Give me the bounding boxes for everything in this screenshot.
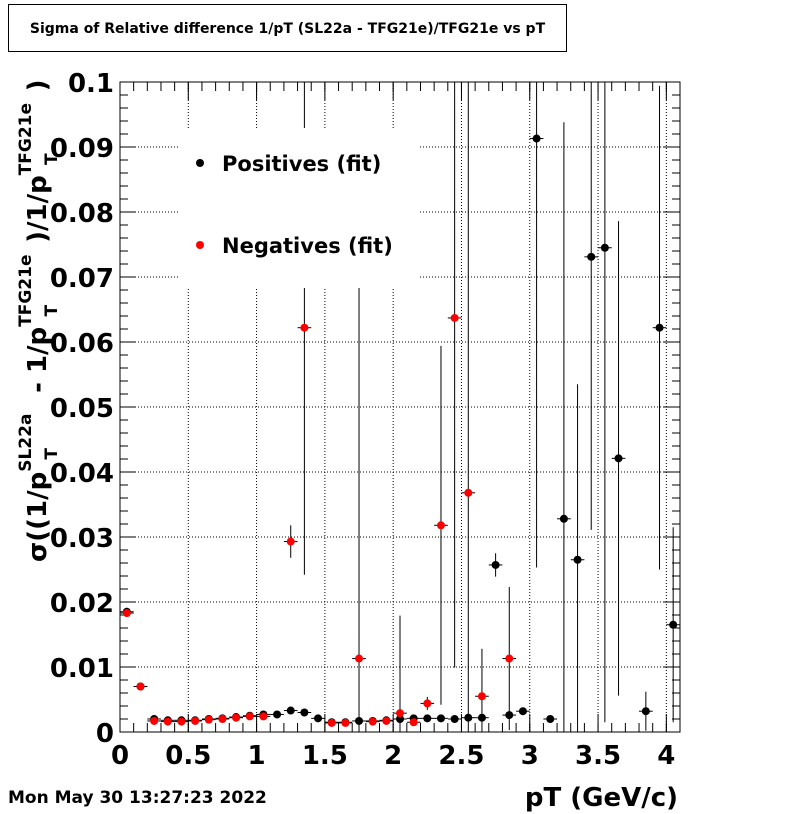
data-point-series-1 bbox=[450, 313, 459, 322]
tick-labels: 0 0.5 1 1.5 2 2.5 3 3.5 4 0 0.01 0.02 0.03 0.04 0.05 0.… bbox=[50, 69, 676, 771]
data-point-series-0 bbox=[436, 714, 445, 723]
y-tick-label: 0.07 bbox=[50, 264, 114, 294]
data-point-series-0 bbox=[300, 708, 309, 717]
y-tick-label: 0.08 bbox=[50, 199, 114, 229]
x-tick-label: 2.5 bbox=[438, 741, 484, 771]
data-point-series-1 bbox=[136, 682, 145, 691]
data-point-series-0 bbox=[532, 134, 541, 143]
data-point-series-1 bbox=[477, 692, 486, 701]
data-point-series-1 bbox=[436, 521, 445, 530]
data-point-series-1 bbox=[259, 712, 268, 721]
legend-marker-1 bbox=[196, 241, 204, 249]
data-point-series-1 bbox=[286, 537, 295, 546]
data-point-series-1 bbox=[163, 717, 172, 726]
data-point-series-1 bbox=[382, 716, 391, 725]
x-tick-label: 0 bbox=[111, 741, 129, 771]
data-point-series-0 bbox=[559, 514, 568, 523]
x-tick-label: 4 bbox=[657, 741, 675, 771]
y-axis-label: σ((1/pSL22a T - 1/pTFG21e T)/1/pTFG21e T) bbox=[16, 79, 62, 562]
legend-label-1: Negatives (fit) bbox=[222, 234, 393, 258]
data-point-series-0 bbox=[314, 714, 323, 723]
data-point-series-1 bbox=[396, 709, 404, 718]
data-point-series-0 bbox=[546, 715, 555, 723]
y-tick-label: 0.04 bbox=[50, 459, 114, 489]
data-point-series-0 bbox=[491, 560, 500, 569]
x-tick-label: 3 bbox=[521, 741, 539, 771]
y-tick-label: 0.05 bbox=[50, 394, 114, 424]
data-point-series-0 bbox=[450, 715, 459, 723]
data-point-series-1 bbox=[327, 718, 336, 727]
legend: Positives (fit) Negatives (fit) bbox=[180, 128, 420, 288]
y-tick-label: 0.02 bbox=[50, 589, 114, 619]
x-tick-label: 1.5 bbox=[302, 741, 348, 771]
y-tick-label: 0.01 bbox=[50, 654, 114, 684]
data-point-series-1 bbox=[368, 717, 377, 726]
y-tick-label: 0.1 bbox=[68, 69, 114, 99]
data-point-series-1 bbox=[341, 718, 350, 727]
data-point-series-0 bbox=[518, 707, 527, 716]
data-point-series-1 bbox=[245, 712, 254, 721]
data-point-series-0 bbox=[423, 714, 432, 723]
data-point-series-0 bbox=[655, 323, 664, 332]
data-point-series-1 bbox=[150, 716, 159, 725]
data-point-series-1 bbox=[505, 654, 514, 663]
data-point-series-1 bbox=[122, 609, 131, 618]
chart-title: Sigma of Relative difference 1/pT (SL22a… bbox=[29, 21, 546, 37]
data-point-series-0 bbox=[286, 706, 295, 715]
x-tick-label: 2 bbox=[384, 741, 402, 771]
data-point-series-1 bbox=[177, 717, 186, 726]
data-point-series-0 bbox=[669, 620, 678, 629]
data-point-series-1 bbox=[232, 713, 241, 722]
x-axis-label: pT (GeV/c) bbox=[525, 783, 678, 813]
data-point-series-1 bbox=[355, 654, 364, 663]
data-point-series-0 bbox=[614, 454, 623, 463]
legend-marker-0 bbox=[196, 159, 204, 167]
timestamp: Mon May 30 13:27:23 2022 bbox=[8, 788, 267, 808]
y-tick-label: 0.06 bbox=[50, 329, 114, 359]
x-tick-label: 0.5 bbox=[165, 741, 211, 771]
legend-label-0: Positives (fit) bbox=[222, 152, 381, 176]
y-tick-label: 0.09 bbox=[50, 134, 114, 164]
data-point-series-1 bbox=[218, 715, 227, 723]
data-point-series-1 bbox=[300, 323, 309, 332]
y-tick-label: 0 bbox=[96, 719, 114, 749]
title-box: Sigma of Relative difference 1/pT (SL22a… bbox=[8, 4, 567, 52]
data-point-series-0 bbox=[587, 252, 596, 261]
data-point-series-1 bbox=[204, 715, 213, 724]
y-tick-label: 0.03 bbox=[50, 524, 114, 554]
data-point-series-0 bbox=[600, 243, 609, 252]
x-tick-label: 3.5 bbox=[575, 741, 621, 771]
x-tick-label: 1 bbox=[248, 741, 266, 771]
data-point-series-0 bbox=[641, 707, 650, 716]
data-point-series-1 bbox=[423, 699, 432, 708]
data-point-series-0 bbox=[273, 710, 282, 719]
data-point-series-1 bbox=[191, 716, 200, 725]
data-point-series-1 bbox=[464, 488, 473, 497]
data-point-series-0 bbox=[573, 555, 582, 564]
legend-box bbox=[180, 128, 420, 288]
data-point-series-1 bbox=[409, 718, 418, 727]
